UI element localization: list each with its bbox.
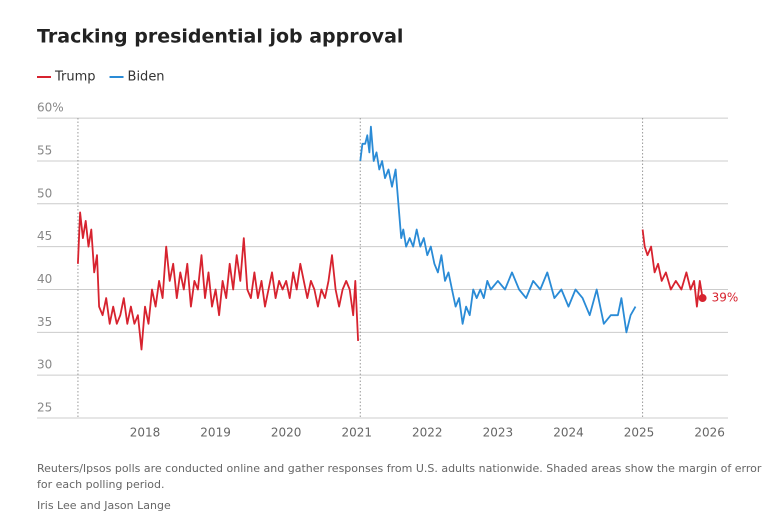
x-tick-label: 2026 [694, 426, 725, 440]
legend-label: Trump [54, 70, 96, 85]
x-tick-label: 2020 [271, 426, 302, 440]
chart-title: Tracking presidential job approval [37, 26, 403, 48]
byline: Iris Lee and Jason Lange [37, 499, 171, 512]
x-tick-label: 2025 [624, 426, 655, 440]
y-tick-label: 30 [37, 358, 52, 372]
note: for each polling period. [37, 478, 165, 491]
note: Reuters/Ipsos polls are conducted online… [37, 462, 762, 475]
y-tick-label: 55 [37, 143, 52, 157]
y-tick-label: 60% [37, 101, 64, 115]
end-dot [698, 294, 707, 303]
x-tick-label: 2018 [130, 426, 161, 440]
x-tick-label: 2022 [412, 426, 443, 440]
legend-label: Biden [128, 70, 165, 85]
y-tick-label: 45 [37, 229, 52, 243]
y-tick-label: 40 [37, 272, 52, 286]
x-tick-label: 2024 [553, 426, 584, 440]
series-line [359, 125, 637, 334]
x-tick-label: 2021 [341, 426, 372, 440]
y-tick-label: 50 [37, 186, 52, 200]
y-tick-label: 25 [37, 401, 52, 415]
x-tick-label: 2023 [483, 426, 514, 440]
y-tick-label: 35 [37, 315, 52, 329]
series-line [77, 211, 704, 351]
annotation: 39% [712, 291, 739, 305]
x-tick-label: 2019 [200, 426, 231, 440]
